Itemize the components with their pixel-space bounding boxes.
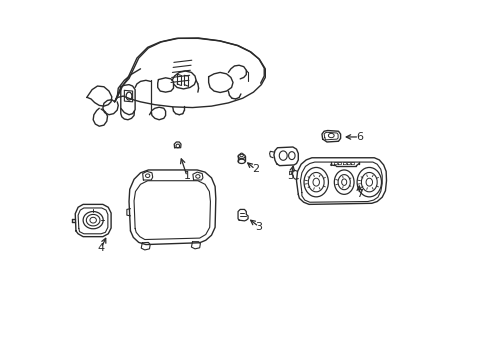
Text: 3: 3 [255, 222, 262, 231]
Text: 4: 4 [97, 243, 104, 253]
Text: 1: 1 [183, 171, 190, 181]
Text: 5: 5 [287, 171, 294, 181]
Text: 2: 2 [251, 164, 258, 174]
Text: 7: 7 [355, 189, 362, 199]
Text: 6: 6 [355, 132, 362, 142]
